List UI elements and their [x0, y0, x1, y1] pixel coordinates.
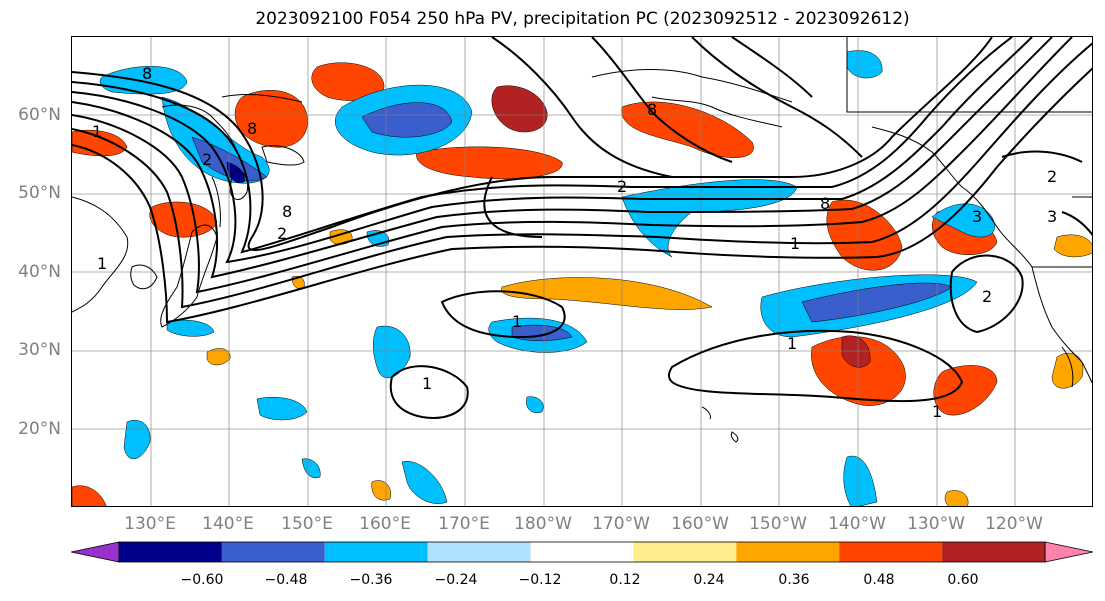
- contour-label: 8: [820, 194, 830, 213]
- lon-label: 130°E: [124, 514, 176, 534]
- colorbar-tick: −0.36: [349, 572, 393, 588]
- colorbar-segment: [324, 542, 428, 562]
- contour-label: 2: [277, 224, 287, 243]
- contour-label: 8: [142, 64, 152, 83]
- colorbar-segment: [942, 542, 1045, 562]
- lon-label: 140°W: [828, 514, 886, 534]
- colorbar-arrow-left: [71, 541, 120, 563]
- map-title: 2023092100 F054 250 hPa PV, precipitatio…: [255, 9, 910, 29]
- lon-label: 180°W: [514, 514, 572, 534]
- contour-label: 1: [92, 122, 102, 141]
- graticule: [72, 37, 1092, 506]
- colorbar-tick: −0.24: [434, 572, 478, 588]
- colorbar-tick: −0.48: [264, 572, 308, 588]
- contour-label: 2: [1047, 167, 1057, 186]
- lon-label: 150°E: [281, 514, 333, 534]
- contour-label: 1: [932, 402, 942, 421]
- lat-label: 30°N: [18, 340, 61, 360]
- lon-label: 130°W: [907, 514, 965, 534]
- pv-contours: [72, 37, 1092, 419]
- contour-label: 2: [617, 177, 627, 196]
- lon-label: 170°W: [592, 514, 650, 534]
- lat-label: 50°N: [18, 183, 61, 203]
- contour-labels: 8 8 1 2 8 2 8 8 1 2 2 3 3 1 1 1 1 1 2: [92, 64, 1057, 421]
- contour-label: 1: [790, 234, 800, 253]
- lon-label: 160°W: [671, 514, 729, 534]
- lon-label: 120°W: [985, 514, 1043, 534]
- colorbar-segments: [71, 541, 1094, 563]
- lon-label: 150°W: [749, 514, 807, 534]
- contour-label: 1: [97, 254, 107, 273]
- colorbar-tick: 0.12: [609, 572, 641, 588]
- lat-label: 20°N: [18, 419, 61, 439]
- colorbar-tick: 0.36: [778, 572, 810, 588]
- contour-label: 1: [787, 334, 797, 353]
- colorbar-segment: [736, 542, 840, 562]
- lat-label: 60°N: [18, 105, 61, 125]
- map-panel[interactable]: 8 8 1 2 8 2 8 8 1 2 2 3 3 1 1 1 1 1 2: [71, 36, 1093, 507]
- colorbar-segment: [221, 542, 325, 562]
- contour-label: 8: [282, 202, 292, 221]
- colorbar-arrow-right: [1044, 541, 1094, 563]
- colorbar-tick: 0.60: [947, 572, 979, 588]
- colorbar-segment: [427, 542, 531, 562]
- colorbar-segment: [530, 542, 634, 562]
- contour-label: 1: [422, 374, 432, 393]
- colorbar-frame: [118, 541, 1046, 563]
- lat-label: 40°N: [18, 262, 61, 282]
- contour-label: 8: [647, 100, 657, 119]
- contour-label: 3: [1047, 207, 1057, 226]
- contour-label: 2: [982, 287, 992, 306]
- colorbar-tick: 0.48: [863, 572, 895, 588]
- colorbar: [71, 541, 1094, 563]
- lon-label: 160°E: [359, 514, 411, 534]
- colorbar-tick: −0.12: [518, 572, 562, 588]
- colorbar-segment: [633, 542, 737, 562]
- precipitation-shading: [72, 50, 1092, 506]
- contour-label: 3: [972, 207, 982, 226]
- contour-label: 2: [202, 150, 212, 169]
- lon-label: 140°E: [202, 514, 254, 534]
- pv-precip-map: 8 8 1 2 8 2 8 8 1 2 2 3 3 1 1 1 1 1 2: [72, 37, 1092, 506]
- colorbar-tick: −0.60: [180, 572, 224, 588]
- colorbar-segment: [839, 542, 943, 562]
- contour-label: 1: [512, 312, 522, 331]
- colorbar-segment: [119, 542, 222, 562]
- contour-label: 8: [247, 119, 257, 138]
- lon-label: 170°E: [438, 514, 490, 534]
- colorbar-tick: 0.24: [693, 572, 725, 588]
